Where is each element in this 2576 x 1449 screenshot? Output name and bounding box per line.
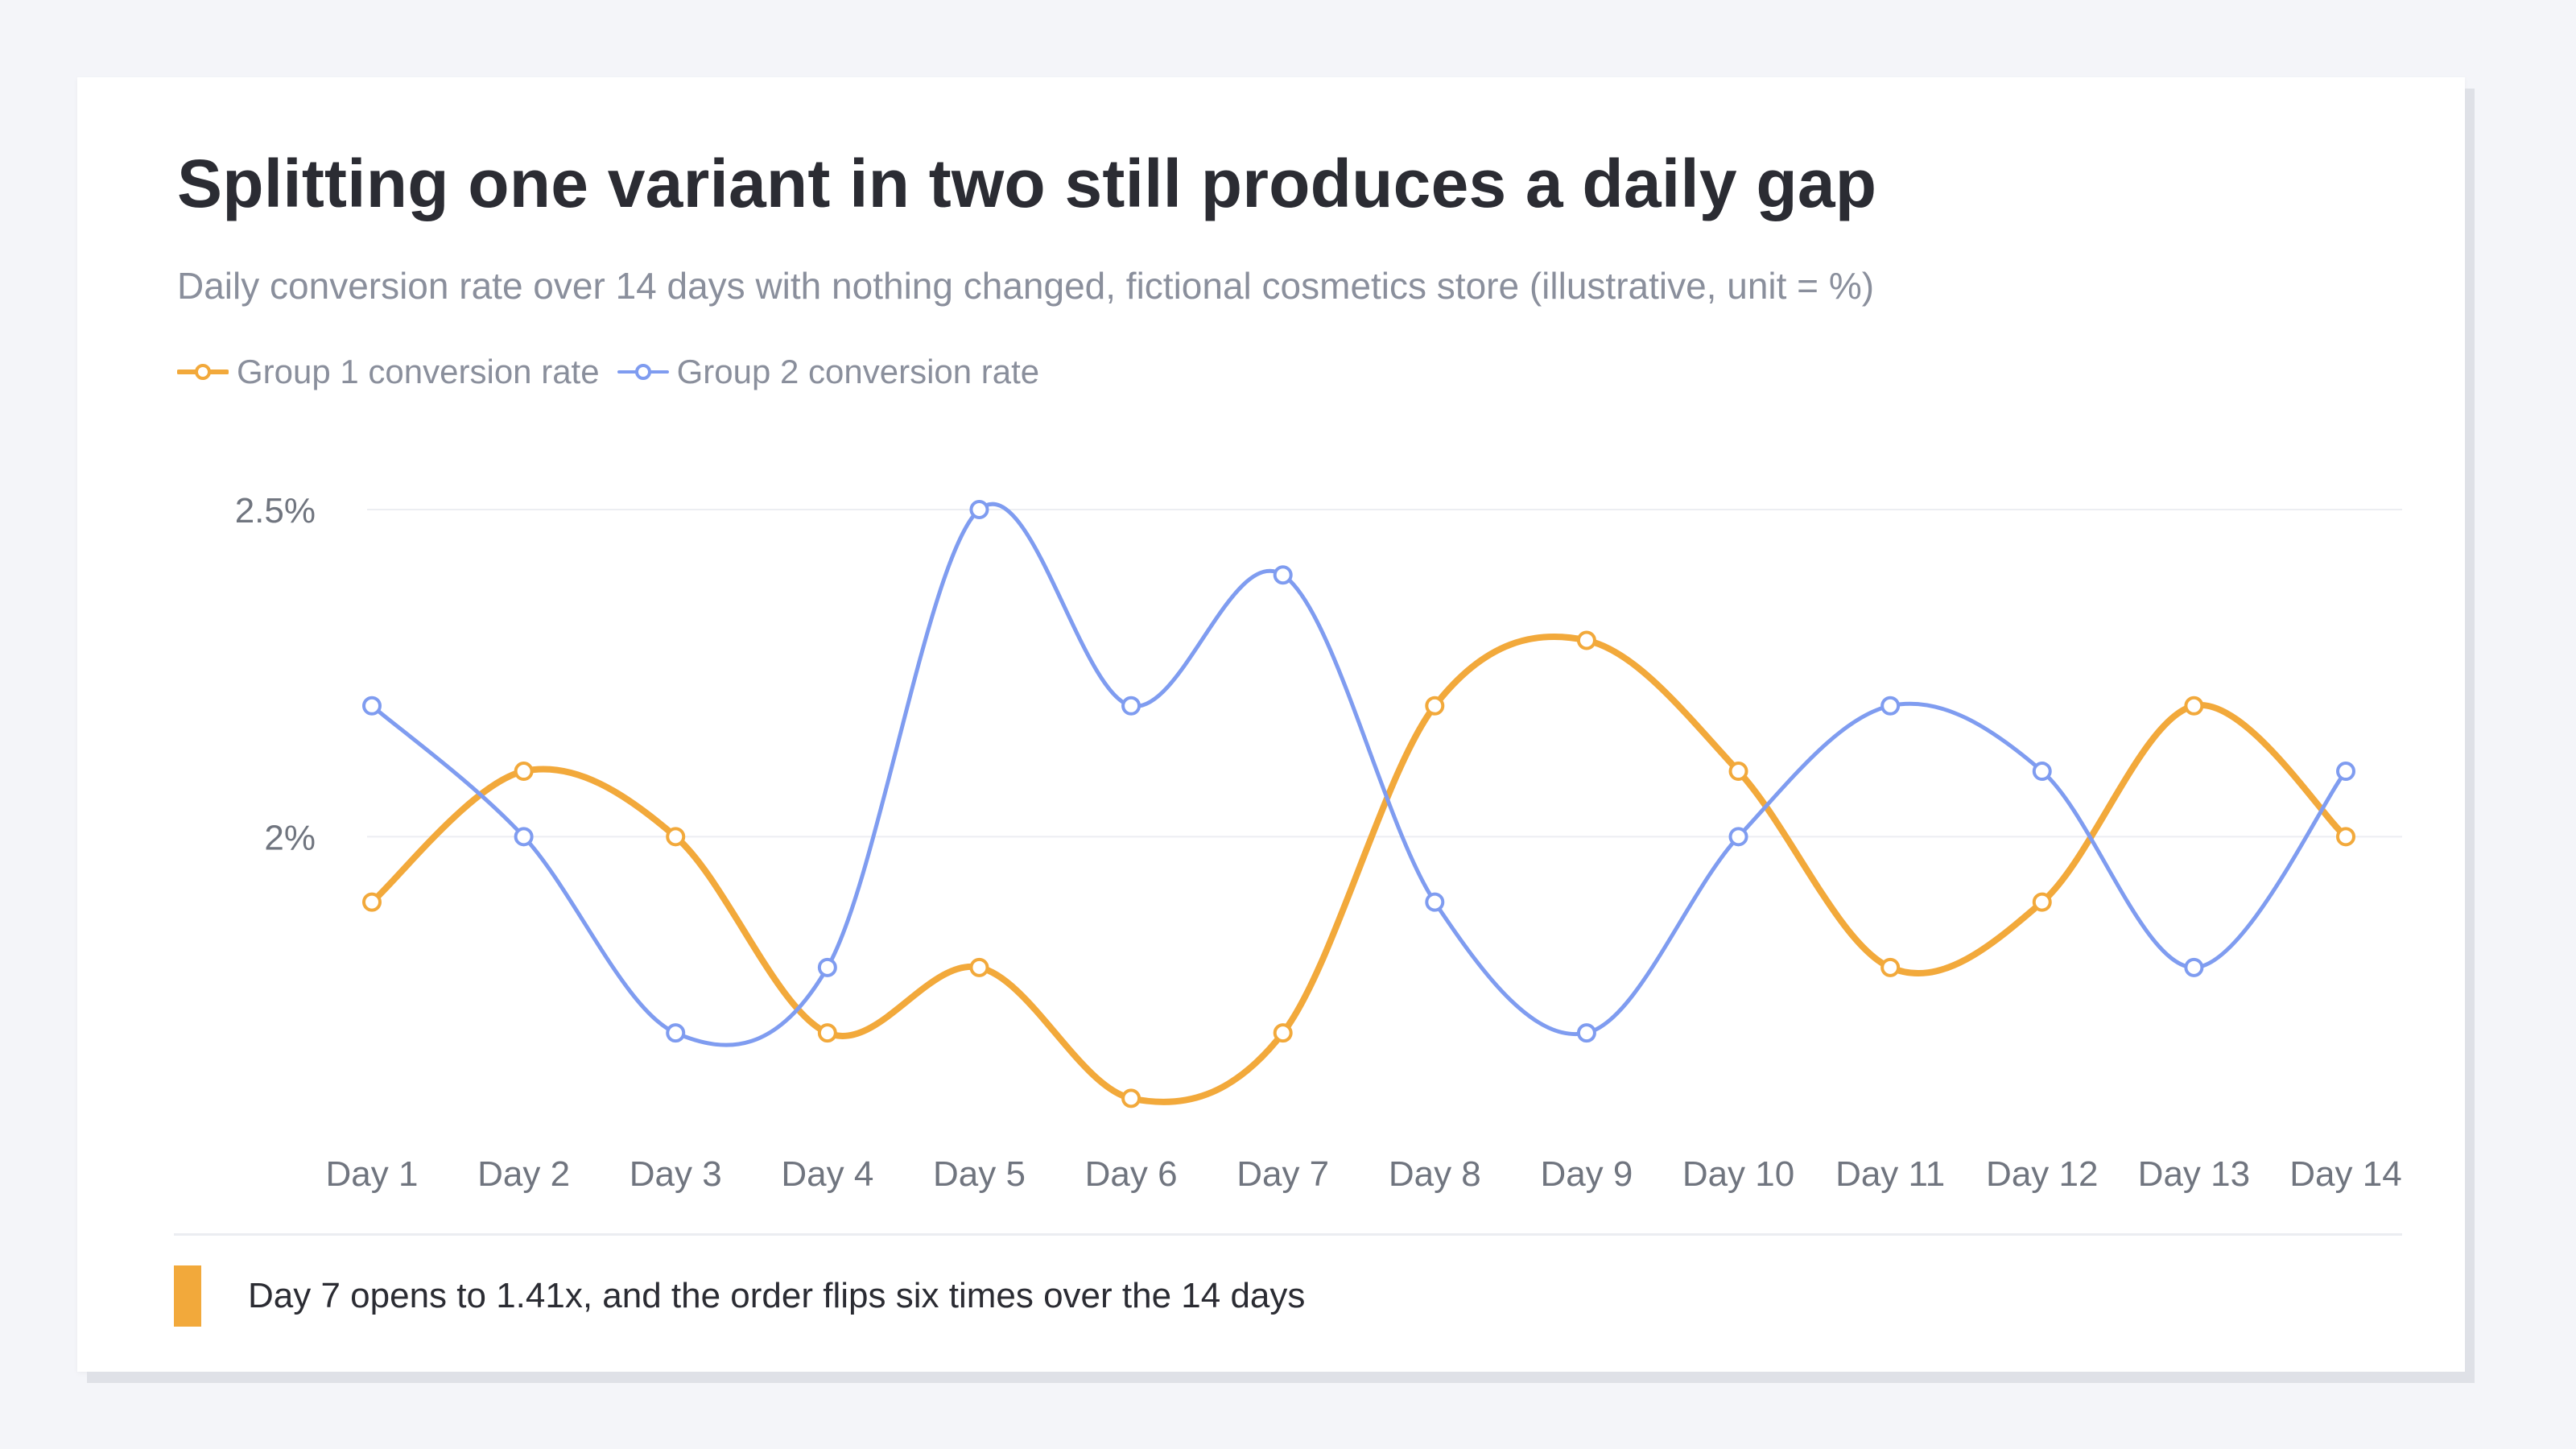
data-point-group-1 xyxy=(969,957,989,977)
data-point-group-2 xyxy=(362,696,382,716)
legend-label-group-1: Group 1 conversion rate xyxy=(237,353,600,390)
data-point-group-1 xyxy=(1576,630,1596,650)
note-accent-bar xyxy=(174,1265,201,1327)
data-point-group-1 xyxy=(817,1023,837,1043)
data-point-group-1 xyxy=(2336,827,2355,847)
x-tick-label: Day 7 xyxy=(1236,1154,1329,1194)
data-point-group-1 xyxy=(2184,696,2204,716)
data-point-group-1 xyxy=(2032,892,2052,912)
y-tick-label: 2.5% xyxy=(235,491,316,530)
x-tick-label: Day 9 xyxy=(1540,1154,1633,1194)
data-point-group-2 xyxy=(817,957,837,977)
legend-label-group-2: Group 2 conversion rate xyxy=(676,353,1040,390)
data-point-group-2 xyxy=(969,500,989,519)
chart-note: Day 7 opens to 1.41x, and the order flip… xyxy=(248,1276,1306,1315)
x-tick-label: Day 3 xyxy=(630,1154,722,1194)
data-point-group-1 xyxy=(1880,957,1901,977)
x-tick-label: Day 11 xyxy=(1835,1154,1945,1194)
data-point-group-2 xyxy=(2336,762,2355,782)
chart-subtitle: Daily conversion rate over 14 days with … xyxy=(177,265,1875,307)
series-line-group-1 xyxy=(369,634,2349,1105)
x-tick-label: Day 12 xyxy=(1986,1154,2098,1194)
data-point-group-2 xyxy=(1425,892,1445,912)
x-tick-label: Day 4 xyxy=(781,1154,873,1194)
y-tick-label: 2% xyxy=(264,818,316,857)
data-point-group-2 xyxy=(1121,696,1141,716)
legend-item-group-2[interactable]: Group 2 conversion rate xyxy=(617,353,1040,391)
series-line-group-2 xyxy=(369,502,2348,1047)
data-point-group-2 xyxy=(1576,1023,1596,1043)
data-point-group-2 xyxy=(2184,957,2204,977)
chart-card: Splitting one variant in two still produ… xyxy=(77,77,2465,1372)
chart-title: Splitting one variant in two still produ… xyxy=(177,146,1877,221)
legend-item-group-1[interactable]: Group 1 conversion rate xyxy=(177,353,600,391)
data-point-group-2 xyxy=(514,827,534,847)
data-point-group-2 xyxy=(666,1023,686,1043)
line-chart: 2% 2.5% Day 1 Day 2 Day 3 Day 4 Day 5 Day 6 Day … xyxy=(235,491,2402,1194)
x-tick-label: Day 13 xyxy=(2138,1154,2250,1194)
data-point-group-1 xyxy=(362,892,382,912)
data-point-group-2 xyxy=(1880,696,1901,716)
x-tick-label: Day 5 xyxy=(933,1154,1026,1194)
data-point-group-1 xyxy=(514,762,534,782)
data-point-group-1 xyxy=(666,827,686,847)
x-tick-label: Day 8 xyxy=(1389,1154,1481,1194)
footer-divider xyxy=(174,1233,2402,1236)
legend-swatch-group-2 xyxy=(617,364,669,380)
data-point-group-1 xyxy=(1425,696,1445,716)
data-point-group-1 xyxy=(1728,762,1748,782)
data-point-group-2 xyxy=(1728,827,1748,847)
x-tick-label: Day 10 xyxy=(1682,1154,1794,1194)
x-tick-label: Day 14 xyxy=(2289,1154,2401,1194)
x-tick-label: Day 1 xyxy=(326,1154,419,1194)
x-tick-label: Day 6 xyxy=(1085,1154,1178,1194)
chart-legend: Group 1 conversion rate Group 2 conversi… xyxy=(177,348,1039,396)
legend-swatch-group-1 xyxy=(177,364,229,380)
x-tick-label: Day 2 xyxy=(477,1154,570,1194)
data-point-group-1 xyxy=(1273,1023,1293,1043)
data-point-group-1 xyxy=(1121,1088,1141,1108)
data-point-group-2 xyxy=(1273,565,1293,585)
data-point-group-2 xyxy=(2032,762,2052,782)
